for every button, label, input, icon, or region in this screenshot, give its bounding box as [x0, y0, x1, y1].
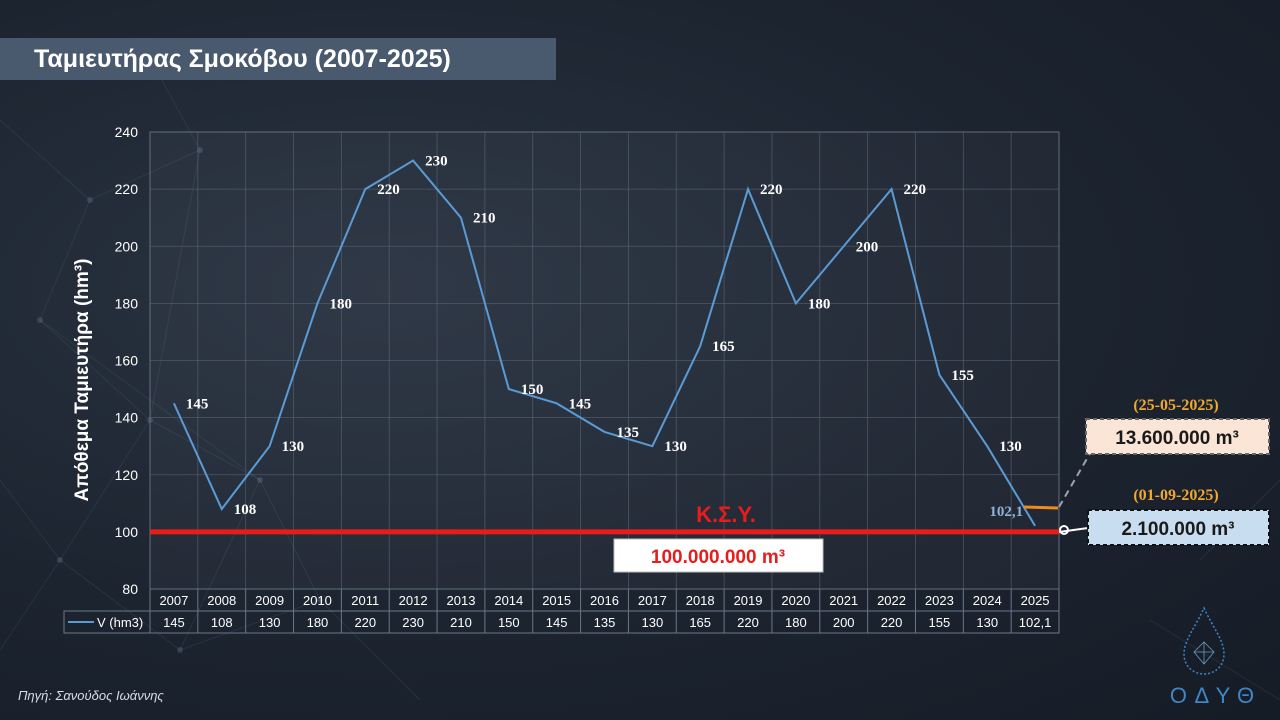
x-tick-label: 2022: [877, 593, 906, 608]
data-label: 180: [329, 296, 352, 312]
threshold-label: Κ.Σ.Υ.: [696, 502, 756, 527]
data-label: 220: [904, 182, 927, 198]
data-label: 130: [282, 439, 305, 455]
y-tick-label: 240: [115, 124, 139, 140]
threshold-value-box: [613, 538, 824, 573]
table-value-cell: 200: [833, 615, 855, 630]
x-tick-label: 2012: [399, 593, 428, 608]
data-label: 150: [521, 382, 544, 398]
x-tick-label: 2021: [829, 593, 858, 608]
recent-level-marker: [1023, 505, 1059, 510]
x-tick-label: 2024: [973, 593, 1002, 608]
annotation-connector: [1058, 527, 1089, 533]
table-value-cell: 230: [402, 615, 424, 630]
table-value-cell: 102,1: [1019, 615, 1052, 630]
data-label: 130: [664, 439, 687, 455]
y-axis-label: Απόθεμα Ταμιευτήρα (hm³): [72, 259, 93, 502]
data-label: 145: [569, 396, 592, 412]
x-tick-label: 2007: [159, 593, 188, 608]
x-tick-label: 2013: [447, 593, 476, 608]
y-tick-label: 160: [115, 353, 139, 369]
data-label: 165: [712, 339, 735, 355]
x-tick-label: 2016: [590, 593, 619, 608]
x-tick-label: 2010: [303, 593, 332, 608]
data-label: 155: [951, 368, 974, 384]
table-value-cell: 130: [976, 615, 998, 630]
table-value-cell: 220: [881, 615, 903, 630]
table-value-cell: 220: [737, 615, 759, 630]
data-label: 230: [425, 154, 448, 170]
table-value-cell: 135: [594, 615, 616, 630]
x-tick-label: 2008: [207, 593, 236, 608]
x-tick-label: 2015: [542, 593, 571, 608]
x-tick-label: 2023: [925, 593, 954, 608]
table-value-cell: 220: [354, 615, 376, 630]
data-label: 108: [234, 502, 257, 518]
annotation-value: 2.100.000 m³: [1121, 519, 1234, 540]
data-label: 102,1: [989, 504, 1023, 520]
annotation-date: (01-09-2025): [1133, 487, 1218, 504]
series-line: [173, 159, 1036, 527]
annotation-box: [1087, 509, 1270, 546]
data-label: 200: [856, 239, 879, 255]
table-value-cell: 210: [450, 615, 472, 630]
annotation-connector: [1058, 449, 1093, 508]
table-value-cell: 145: [546, 615, 568, 630]
data-label: 130: [999, 439, 1022, 455]
table-value-cell: 150: [498, 615, 520, 630]
data-label: 180: [808, 296, 831, 312]
table-value-cell: 180: [307, 615, 329, 630]
annotation-connector-dot: [1059, 525, 1069, 535]
annotation-box: [1085, 418, 1270, 455]
table-value-cell: 130: [259, 615, 281, 630]
annotation-date: (25-05-2025): [1133, 397, 1218, 414]
x-tick-label: 2025: [1021, 593, 1050, 608]
table-value-cell: 155: [929, 615, 951, 630]
table-value-cell: 180: [785, 615, 807, 630]
logo-text: ΟΔΥΘ: [1169, 683, 1263, 708]
water-drop-logo-icon: [1183, 606, 1225, 675]
table-value-cell: 165: [689, 615, 711, 630]
source-caption: Πηγή: Σανούδος Ιωάννης: [18, 688, 164, 703]
data-label: 220: [760, 182, 783, 198]
x-tick-label: 2019: [734, 593, 763, 608]
x-tick-label: 2014: [494, 593, 523, 608]
y-tick-label: 100: [115, 524, 139, 540]
data-label: 145: [186, 396, 209, 412]
y-tick-label: 200: [115, 238, 139, 254]
x-tick-label: 2009: [255, 593, 284, 608]
y-tick-label: 80: [122, 581, 138, 597]
y-tick-label: 180: [115, 295, 139, 311]
table-value-cell: 108: [211, 615, 233, 630]
data-label: 220: [377, 182, 400, 198]
data-label: 210: [473, 211, 496, 227]
y-tick-label: 120: [115, 467, 139, 483]
annotation-value: 13.600.000 m³: [1115, 428, 1239, 449]
x-tick-label: 2018: [686, 593, 715, 608]
y-tick-label: 220: [115, 181, 139, 197]
page-title: Ταμιευτήρας Σμοκόβου (2007-2025): [0, 38, 556, 80]
data-label: 135: [617, 425, 640, 441]
legend-series-name: V (hm3): [97, 615, 143, 630]
x-tick-label: 2017: [638, 593, 667, 608]
table-value-cell: 130: [641, 615, 663, 630]
table-value-cell: 145: [163, 615, 185, 630]
x-tick-label: 2020: [781, 593, 810, 608]
x-tick-label: 2011: [351, 593, 379, 608]
y-tick-label: 140: [115, 410, 139, 426]
threshold-value-text: 100.000.000 m³: [651, 547, 785, 568]
